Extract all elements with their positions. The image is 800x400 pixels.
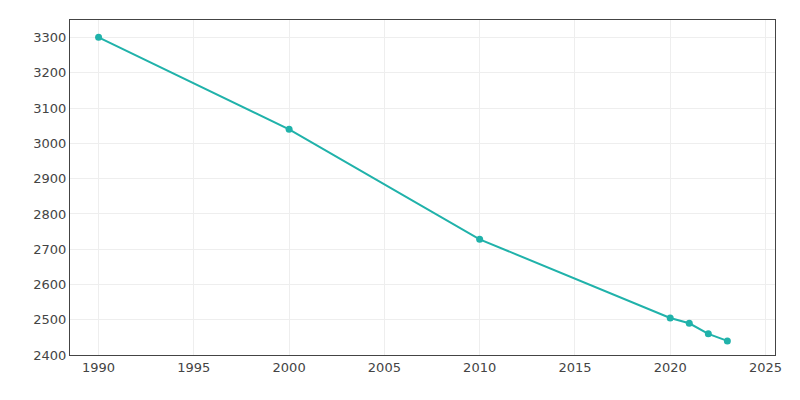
- svg-text:2005: 2005: [368, 360, 401, 375]
- svg-text:2800: 2800: [33, 207, 66, 222]
- svg-text:2900: 2900: [33, 171, 66, 186]
- svg-text:2000: 2000: [273, 360, 306, 375]
- svg-text:2015: 2015: [558, 360, 591, 375]
- svg-text:2025: 2025: [749, 360, 782, 375]
- svg-text:3300: 3300: [33, 30, 66, 45]
- svg-text:3100: 3100: [33, 101, 66, 116]
- svg-text:1995: 1995: [177, 360, 210, 375]
- svg-text:2400: 2400: [33, 348, 66, 363]
- svg-text:3000: 3000: [33, 136, 66, 151]
- svg-text:2500: 2500: [33, 312, 66, 327]
- svg-text:2600: 2600: [33, 277, 66, 292]
- svg-text:3200: 3200: [33, 65, 66, 80]
- svg-text:2020: 2020: [654, 360, 687, 375]
- svg-text:2700: 2700: [33, 242, 66, 257]
- svg-text:1990: 1990: [82, 360, 115, 375]
- svg-text:2010: 2010: [463, 360, 496, 375]
